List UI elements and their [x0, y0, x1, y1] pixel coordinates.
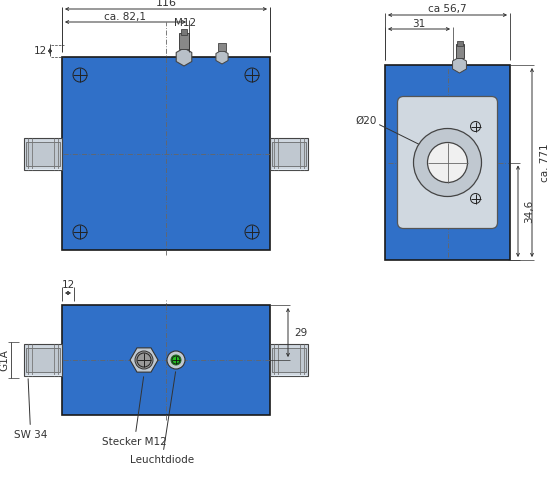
Circle shape	[167, 351, 185, 369]
Text: ca. 82,1: ca. 82,1	[104, 12, 146, 22]
Text: Leuchtdiode: Leuchtdiode	[130, 372, 194, 465]
Text: 29: 29	[294, 327, 307, 338]
Circle shape	[135, 351, 153, 369]
Bar	[385, 65, 510, 260]
Bar	[456, 41, 463, 46]
Bar	[218, 43, 226, 51]
Circle shape	[414, 128, 481, 197]
Circle shape	[427, 142, 468, 183]
Text: 31: 31	[412, 19, 426, 29]
Text: G1A: G1A	[0, 349, 9, 371]
Bar	[179, 33, 189, 49]
Text: M12: M12	[174, 18, 196, 28]
Bar	[272, 348, 306, 372]
Bar	[455, 44, 464, 58]
Bar	[62, 305, 270, 415]
Text: Ø20: Ø20	[355, 116, 376, 126]
Text: 12: 12	[34, 46, 47, 56]
Text: 116: 116	[156, 0, 177, 8]
Text: 12: 12	[62, 280, 75, 290]
Bar	[181, 29, 187, 35]
Bar	[24, 137, 62, 170]
Bar	[270, 137, 308, 170]
Text: Stecker M12: Stecker M12	[102, 377, 167, 447]
Polygon shape	[216, 50, 228, 64]
Bar	[24, 344, 62, 376]
Polygon shape	[453, 57, 466, 73]
Text: ca 56,7: ca 56,7	[428, 4, 467, 14]
Bar	[272, 141, 306, 165]
Circle shape	[171, 355, 181, 365]
Text: SW 34: SW 34	[14, 379, 47, 440]
Bar	[26, 348, 60, 372]
Bar	[62, 57, 270, 250]
Text: ca. 771: ca. 771	[540, 143, 550, 182]
FancyBboxPatch shape	[398, 97, 498, 228]
Polygon shape	[130, 348, 158, 372]
Polygon shape	[176, 48, 192, 66]
Bar	[26, 141, 60, 165]
Bar	[270, 344, 308, 376]
Text: 34,6: 34,6	[524, 200, 534, 223]
